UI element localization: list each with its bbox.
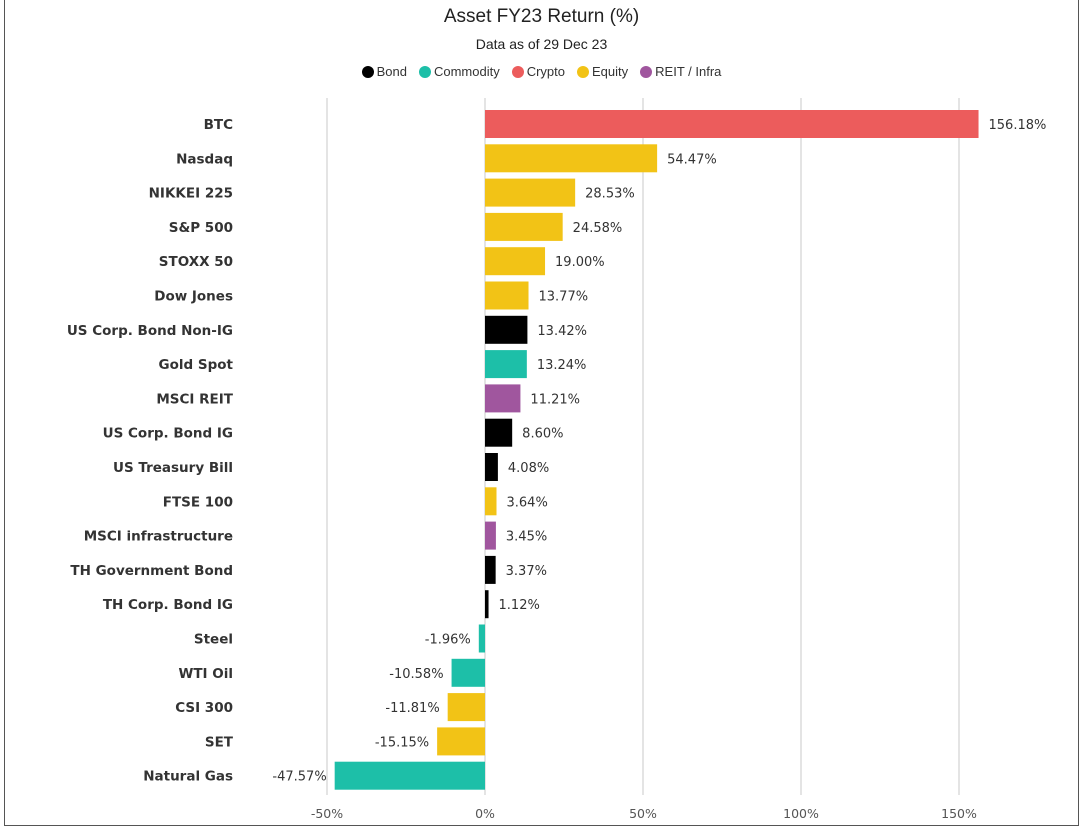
x-tick-label: -50% [311,806,343,821]
chart-frame [4,0,1079,826]
data-label: -15.15% [375,735,429,750]
bar [485,453,498,481]
category-label: NIKKEI 225 [149,186,233,202]
bar [485,212,563,241]
x-tick-label: 50% [629,806,657,821]
bar [485,384,521,413]
x-tick-label: 150% [941,806,977,821]
data-label: -47.57% [272,770,326,785]
category-label: US Corp. Bond IG [103,426,233,442]
legend-dot-bond [361,65,374,78]
data-label: 19.00% [555,255,605,270]
legend-item-bond[interactable]: Bond [361,64,407,79]
legend-label: Crypto [526,64,566,79]
legend-label: Equity [592,64,629,79]
bar [485,350,527,379]
bar [485,110,979,138]
legend-dot-reit-infra [640,65,653,78]
legend-label: Bond [376,64,407,79]
legend-dot-equity [577,65,590,78]
bar [485,281,529,310]
category-label: US Corp. Bond Non-IG [67,323,233,339]
bar [485,247,546,276]
data-label: 54.47% [667,152,717,167]
x-tick-label: 100% [783,806,819,821]
category-label: Dow Jones [154,289,233,305]
category-label: TH Government Bond [70,563,233,579]
chart-subtitle: Data as of 29 Dec 23 [475,36,608,52]
category-label: MSCI infrastructure [84,529,233,545]
data-label: 156.18% [989,118,1047,133]
legend-item-equity[interactable]: Equity [577,64,628,79]
category-label: MSCI REIT [156,391,233,407]
bar [437,727,485,756]
data-label: -11.81% [385,701,439,716]
bar [334,761,485,790]
data-label: 13.77% [539,290,589,305]
legend-label: Commodity [433,64,500,79]
data-label: 13.24% [537,358,587,373]
bar [485,521,496,550]
legend-item-reit-infra[interactable]: REIT / Infra [640,64,721,79]
legend: Bond Commodity Crypto Equity REIT / Infr… [0,64,1083,79]
bar [485,487,497,516]
category-label: WTI Oil [178,666,233,682]
category-label: TH Corp. Bond IG [103,597,233,613]
category-label: Natural Gas [143,769,233,785]
bar [451,658,485,687]
data-label: 3.37% [506,564,547,579]
chart-title: Asset FY23 Return (%) [443,6,640,27]
bar [485,555,496,584]
category-label: Nasdaq [176,151,233,167]
legend-dot-commodity [418,65,431,78]
data-label: 3.64% [507,495,548,510]
bar [485,144,658,173]
data-label: -1.96% [425,633,471,648]
bar [485,590,489,619]
bar [485,418,513,447]
legend-item-crypto[interactable]: Crypto [511,64,566,79]
legend-label: REIT / Infra [655,64,722,79]
legend-dot-crypto [511,65,524,78]
bar [478,624,485,653]
category-label: US Treasury Bill [113,460,233,476]
legend-item-commodity[interactable]: Commodity [418,64,500,79]
bar [485,315,528,344]
category-label: SET [205,734,234,750]
category-label: S&P 500 [169,220,233,236]
data-label: -10.58% [389,667,443,682]
category-label: CSI 300 [175,700,233,716]
data-label: 13.42% [537,324,587,339]
category-label: BTC [204,117,233,133]
category-label: STOXX 50 [159,254,233,270]
bar [485,178,576,207]
data-label: 28.53% [585,187,635,202]
data-label: 11.21% [530,392,580,407]
data-label: 4.08% [508,461,549,476]
category-label: Gold Spot [159,357,234,373]
category-label: FTSE 100 [163,494,233,510]
data-label: 24.58% [573,221,623,236]
data-label: 8.60% [522,427,563,442]
x-tick-label: 0% [475,806,495,821]
category-label: Steel [194,632,233,648]
data-label: 1.12% [499,598,540,613]
bar [447,693,485,722]
data-label: 3.45% [506,530,547,545]
